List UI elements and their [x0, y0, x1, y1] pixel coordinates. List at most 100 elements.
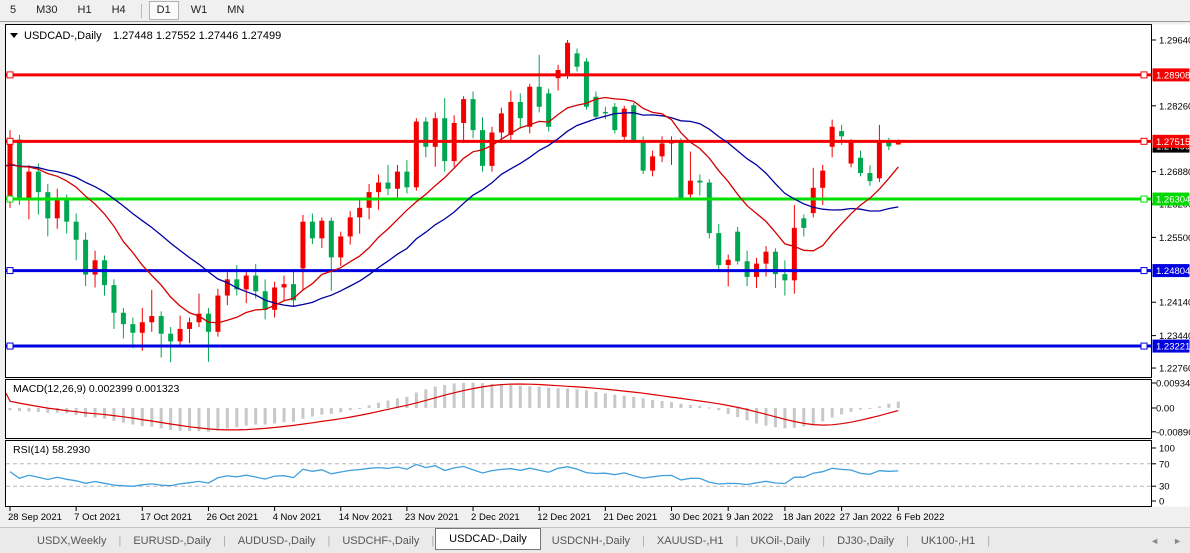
- macd-histogram-bar: [547, 387, 551, 408]
- candle: [650, 156, 656, 171]
- macd-histogram-bar: [8, 408, 12, 411]
- macd-histogram-bar: [802, 408, 806, 427]
- candle: [376, 182, 382, 193]
- symbol-tab-usdchf-daily[interactable]: USDCHF-,Daily: [342, 534, 420, 547]
- macd-pane-border: [5, 379, 1152, 439]
- rsi-axis-label: 30: [1159, 482, 1170, 493]
- candle: [26, 171, 32, 201]
- symbol-tab-usdcnh-daily[interactable]: USDCNH-,Daily: [551, 534, 631, 547]
- price-badge: [1152, 339, 1190, 353]
- timeframe-button-w1[interactable]: W1: [190, 4, 208, 16]
- symbol-tab-usdx-weekly[interactable]: USDX,Weekly: [37, 534, 107, 547]
- macd-histogram-bar: [424, 389, 428, 408]
- candle: [7, 139, 13, 200]
- date-axis-label: 21 Dec 2021: [603, 512, 657, 523]
- macd-histogram-bar: [877, 406, 881, 408]
- candle: [253, 275, 259, 292]
- line-handle[interactable]: [6, 195, 14, 203]
- candle: [347, 217, 353, 237]
- candle: [45, 192, 51, 219]
- symbol-tab-xauusd-h1[interactable]: XAUUSD-,H1: [656, 534, 724, 547]
- candle: [328, 220, 334, 258]
- line-handle[interactable]: [1140, 267, 1148, 275]
- symbol-tab-audusd-daily[interactable]: AUDUSD-,Daily: [237, 534, 316, 547]
- macd-signal-line: [6, 383, 899, 431]
- price-badge: [1152, 68, 1190, 82]
- timeframe-button-h1[interactable]: H1: [77, 4, 92, 16]
- line-handle[interactable]: [6, 267, 14, 275]
- macd-histogram-bar: [499, 384, 503, 408]
- price-axis-label: 1.26880: [1159, 167, 1190, 178]
- candle: [73, 221, 79, 240]
- candle: [432, 118, 438, 147]
- tab-scroll-left-icon[interactable]: ◄: [1150, 535, 1160, 546]
- candle: [678, 141, 684, 198]
- timeframe-button-h4[interactable]: H4: [111, 4, 126, 16]
- horizontal-lines-layer[interactable]: [6, 71, 1151, 350]
- line-handle[interactable]: [6, 71, 14, 79]
- price-axis-label: 1.24140: [1159, 298, 1190, 309]
- rsi-pane[interactable]: [5, 440, 1152, 507]
- macd-histogram-bar: [622, 395, 626, 408]
- macd-histogram-bar: [17, 408, 21, 412]
- macd-histogram-bar: [386, 400, 390, 408]
- candle: [782, 274, 788, 281]
- macd-histogram-bar: [339, 408, 343, 413]
- macd-histogram-bar: [755, 408, 759, 424]
- candle: [593, 96, 599, 117]
- candle: [858, 157, 863, 174]
- price-scale-labels[interactable]: 1.296401.282601.268801.262001.255001.241…: [1152, 36, 1190, 508]
- tab-scroll-right-icon[interactable]: ►: [1173, 535, 1182, 546]
- symbol-tab-dj30-daily[interactable]: DJ30-,Daily: [837, 534, 894, 547]
- line-handle[interactable]: [1140, 137, 1148, 145]
- candle: [517, 101, 523, 119]
- symbol-tab-uk100-h1[interactable]: UK100-,H1: [920, 534, 976, 547]
- candle: [385, 182, 391, 189]
- line-handle[interactable]: [6, 342, 14, 350]
- macd-histogram-bar: [225, 408, 229, 429]
- candle: [272, 287, 278, 310]
- symbol-tab-ukoil-daily[interactable]: UKOil-,Daily: [750, 534, 811, 547]
- macd-histogram-bar: [197, 408, 201, 432]
- candle: [281, 284, 287, 288]
- main-pane-border: [5, 24, 1152, 378]
- candle: [177, 328, 183, 342]
- timeframe-button-5[interactable]: 5: [10, 4, 17, 16]
- timeframe-button-mn[interactable]: MN: [227, 4, 245, 16]
- date-axis-label: 7 Oct 2021: [74, 512, 120, 523]
- candle: [357, 207, 363, 218]
- candle: [612, 106, 618, 131]
- line-handle[interactable]: [1140, 195, 1148, 203]
- macd-histogram-bar: [244, 408, 248, 426]
- tab-separator: |: [222, 534, 226, 547]
- main-price-pane[interactable]: [5, 24, 1152, 378]
- candle: [716, 233, 722, 266]
- macd-histogram-bar: [395, 398, 399, 408]
- symbol-tab-eurusd-daily[interactable]: EURUSD-,Daily: [133, 534, 211, 547]
- symbol-tab-usdcad-daily[interactable]: USDCAD-,Daily: [435, 527, 541, 550]
- macd-histogram-bar: [292, 408, 295, 422]
- candle: [659, 143, 665, 157]
- candle: [130, 324, 136, 333]
- price-axis-label: 1.25500: [1159, 233, 1190, 244]
- timeframe-button-d1[interactable]: D1: [148, 1, 179, 20]
- date-axis[interactable]: 28 Sep 2021 7 Oct 2021 17 Oct 2021 26 Oct 2…: [8, 506, 944, 524]
- candle: [725, 259, 731, 266]
- rsi-axis-label: 70: [1159, 459, 1170, 470]
- macd-histogram-bar: [216, 408, 220, 431]
- tab-separator: |: [822, 534, 826, 547]
- chart-dropdown-icon[interactable]: [10, 33, 18, 38]
- tab-separator: |: [906, 534, 909, 547]
- macd-histogram-bar: [140, 408, 144, 427]
- price-axis-label: 1.22760: [1159, 364, 1190, 375]
- line-handle[interactable]: [1140, 71, 1148, 79]
- chart-canvas[interactable]: 1.296401.282601.268801.262001.255001.241…: [0, 21, 1190, 524]
- macd-histogram-bar: [121, 408, 125, 423]
- line-handle[interactable]: [1140, 342, 1148, 350]
- macd-histogram-bar: [518, 385, 522, 408]
- price-badge: [1152, 264, 1190, 278]
- macd-histogram-bar: [594, 391, 598, 408]
- timeframe-button-m30[interactable]: M30: [36, 4, 58, 16]
- line-handle[interactable]: [6, 137, 14, 145]
- candle: [801, 218, 807, 228]
